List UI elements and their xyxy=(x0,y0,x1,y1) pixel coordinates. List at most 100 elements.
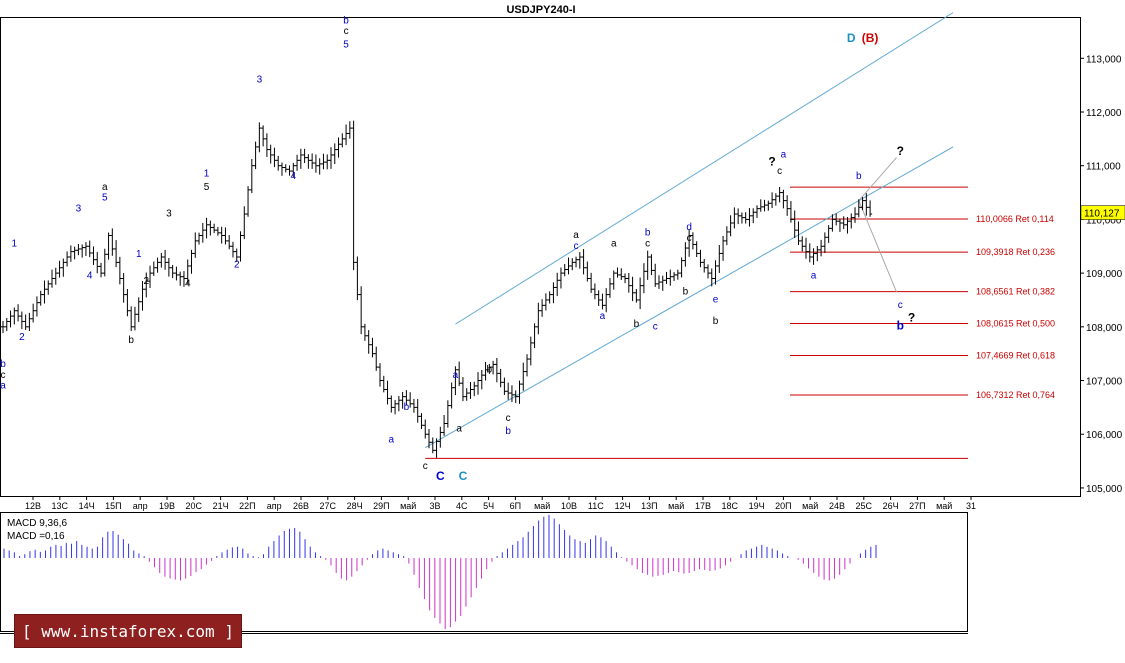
price-tick-label: 106,000 xyxy=(1086,430,1123,441)
wave-label: b xyxy=(856,171,862,182)
wave-label: 1 xyxy=(136,249,142,260)
wave-label: c xyxy=(653,322,658,333)
time-tick-label: апр xyxy=(267,501,282,511)
wave-label: b xyxy=(487,364,493,375)
time-tick-label: 4С xyxy=(456,501,468,511)
time-tick-label: 12Ч xyxy=(615,501,631,511)
price-tick-label: 108,000 xyxy=(1086,323,1123,334)
wave-label: a xyxy=(811,270,817,281)
wave-label: 4 xyxy=(87,270,93,281)
time-tick-label: май xyxy=(400,501,416,511)
wave-label: c xyxy=(687,233,692,244)
fib-level-label: 108,6561 Ret 0,382 xyxy=(976,287,1055,297)
wave-label: d xyxy=(686,222,692,233)
wave-label: 4 xyxy=(185,279,191,290)
price-tick-label: 111,000 xyxy=(1086,162,1121,173)
macd-label-main: MACD 9,36,6 xyxy=(7,518,67,529)
time-tick-label: 11С xyxy=(588,501,604,511)
macd-label-signal: MACD =0,16 xyxy=(7,531,65,542)
wave-label: b xyxy=(0,359,6,370)
forecast-path-line xyxy=(858,157,897,201)
wave-label: 4 xyxy=(291,171,297,182)
time-tick-label: 28Ч xyxy=(347,501,363,511)
wave-label: b xyxy=(128,335,134,346)
wave-label-major: C xyxy=(459,469,468,483)
wave-label: c xyxy=(1,370,6,381)
channel-lower-line xyxy=(424,146,954,449)
wave-label: e xyxy=(713,295,719,306)
wave-label: a xyxy=(0,381,6,392)
wave-label: a xyxy=(600,311,606,322)
question-mark-label: ? xyxy=(897,144,904,158)
tab-strip xyxy=(0,633,968,648)
fib-level-label: 108,0615 Ret 0,500 xyxy=(976,319,1055,329)
wave-label: c xyxy=(423,461,428,472)
time-tick-label: 13П xyxy=(641,501,657,511)
time-tick-label: 24В xyxy=(829,501,845,511)
time-tick-label: 5Ч xyxy=(483,501,494,511)
time-tick-label: май xyxy=(668,501,684,511)
time-tick-label: 21Ч xyxy=(213,501,229,511)
time-tick-label: 15П xyxy=(105,501,121,511)
wave-label: 5 xyxy=(343,40,349,51)
time-tick-label: 10В xyxy=(561,501,577,511)
time-tick-label: 19В xyxy=(159,501,175,511)
wave-label: b xyxy=(343,15,349,26)
price-tick-label: 107,000 xyxy=(1086,377,1123,388)
time-tick-label: апр xyxy=(133,501,148,511)
forecast-label: b xyxy=(897,319,904,333)
question-mark-label: ? xyxy=(908,310,915,324)
wave-label: a xyxy=(453,370,459,381)
wave-label: 5 xyxy=(204,182,210,193)
fib-level-label: 110,0066 Ret 0,114 xyxy=(976,214,1054,224)
time-tick-label: 13С xyxy=(52,501,69,511)
time-tick-label: 29П xyxy=(373,501,389,511)
channel-upper-line xyxy=(455,12,954,325)
wave-label: c xyxy=(777,166,782,177)
wave-label: b xyxy=(404,402,410,413)
wave-label: a xyxy=(456,424,462,435)
time-tick-label: 27С xyxy=(320,501,337,511)
time-tick-label: 25С xyxy=(856,501,873,511)
wave-label-major: (B) xyxy=(862,31,879,45)
wave-label-major: C xyxy=(436,469,445,483)
time-tick-label: 31 xyxy=(966,501,976,511)
wave-label: 1 xyxy=(12,238,18,249)
wave-label: b xyxy=(683,287,689,298)
time-tick-label: 26Ч xyxy=(883,501,899,511)
current-price-label: 110,127 xyxy=(1084,209,1120,220)
price-pane-frame xyxy=(0,17,1081,497)
wave-label: 3 xyxy=(257,74,263,85)
wave-label: a xyxy=(781,150,787,161)
wave-label: b xyxy=(505,426,511,437)
time-tick-label: 22П xyxy=(239,501,255,511)
time-tick-label: май xyxy=(802,501,818,511)
fib-level-label: 106,7312 Ret 0,764 xyxy=(976,390,1055,400)
wave-label: c xyxy=(344,26,349,37)
time-tick-label: 26В xyxy=(293,501,309,511)
time-tick-label: 20П xyxy=(775,501,791,511)
wave-label: c xyxy=(506,413,511,424)
forecast-path-line xyxy=(858,200,897,293)
wave-label: 2 xyxy=(143,276,149,287)
time-tick-label: 14Ч xyxy=(79,501,95,511)
fib-level-label: 107,4669 Ret 0,618 xyxy=(976,350,1055,360)
price-tick-label: 110,000 xyxy=(1086,215,1122,226)
time-tick-label: 18С xyxy=(722,501,739,511)
time-tick-label: 20С xyxy=(186,501,203,511)
wave-label: 2 xyxy=(19,332,25,343)
time-tick-label: 6П xyxy=(510,501,521,511)
wave-label-major: D xyxy=(847,31,856,45)
wave-label: 3 xyxy=(76,203,82,214)
price-tick-label: 109,000 xyxy=(1086,269,1123,280)
wave-label: 1 xyxy=(204,168,210,179)
price-tick-label: 113,000 xyxy=(1086,54,1122,65)
time-tick-label: 17В xyxy=(695,501,711,511)
wave-label: a xyxy=(102,182,108,193)
fib-level-label: 109,3918 Ret 0,236 xyxy=(976,247,1055,257)
wave-label: b xyxy=(713,316,719,327)
macd-pane-frame xyxy=(0,512,968,632)
forecast-label: c xyxy=(898,300,903,311)
wave-label: c xyxy=(574,241,579,252)
